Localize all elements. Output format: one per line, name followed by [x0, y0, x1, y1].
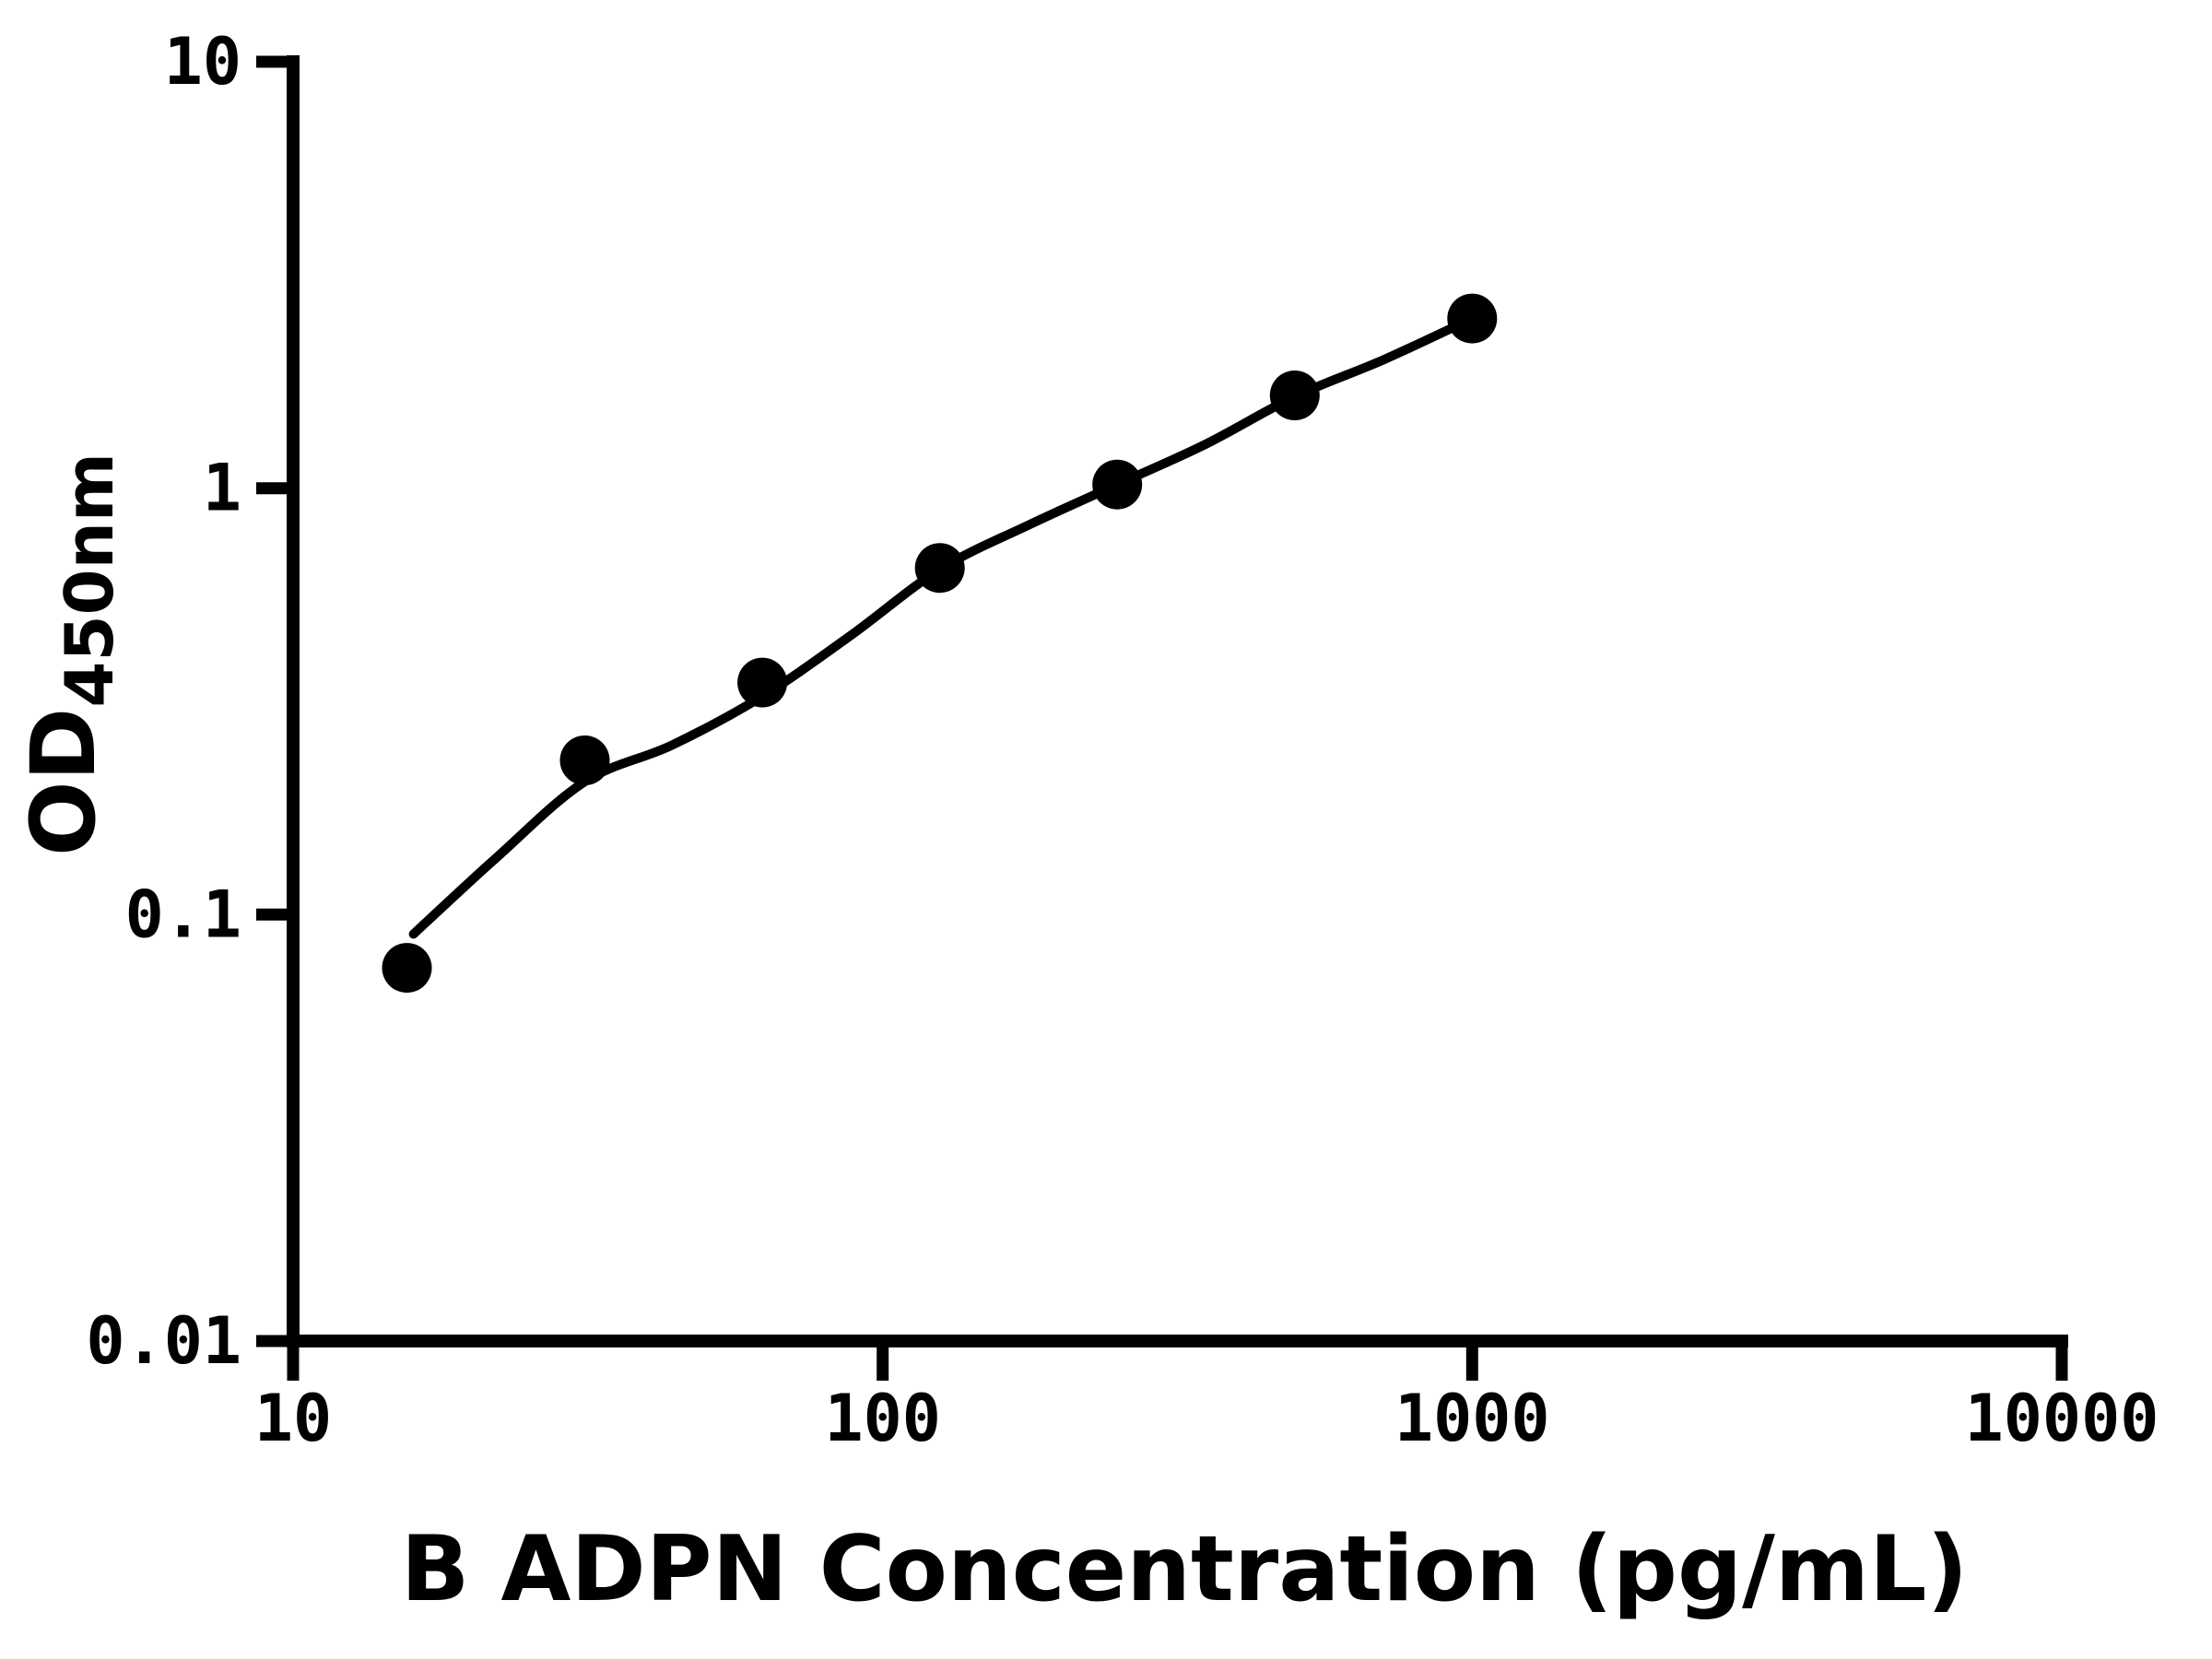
x-axis-tick-labels: 10 100 1000 10000: [254, 1381, 2159, 1456]
y-tick-label: 10: [164, 24, 241, 100]
y-tick-label: 1: [203, 451, 241, 526]
y-tick-label: 0.01: [86, 1303, 241, 1379]
x-axis-ticks: [287, 1341, 2068, 1381]
data-points: [382, 293, 1498, 994]
x-axis-title: B ADPN Concentration (pg/mL): [401, 1517, 1969, 1622]
x-tick-label: 10: [254, 1381, 332, 1456]
data-point-marker: [382, 943, 432, 994]
data-point-marker: [914, 543, 965, 594]
x-tick-label: 100: [824, 1381, 940, 1456]
data-point-marker: [1447, 293, 1498, 344]
y-axis-ticks: [256, 55, 293, 1347]
x-tick-label: 1000: [1394, 1381, 1550, 1456]
y-tick-label: 0.1: [125, 877, 241, 952]
y-axis-title-main: OD: [12, 708, 115, 856]
y-axis-title-subscript: 450nm: [51, 453, 128, 708]
x-tick-label: 10000: [1965, 1381, 2159, 1456]
y-axis-tick-labels: 10 1 0.1 0.01: [86, 24, 241, 1379]
data-point-marker: [737, 657, 788, 708]
data-point-marker: [559, 735, 610, 785]
data-point-marker: [1092, 459, 1143, 510]
y-axis-title: OD450nm: [12, 453, 128, 856]
data-point-marker: [1269, 371, 1320, 420]
